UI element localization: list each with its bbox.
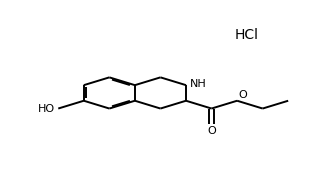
Text: HCl: HCl — [235, 28, 259, 42]
Text: NH: NH — [190, 80, 207, 89]
Text: O: O — [207, 126, 216, 136]
Text: HO: HO — [38, 103, 55, 114]
Text: O: O — [238, 90, 247, 100]
